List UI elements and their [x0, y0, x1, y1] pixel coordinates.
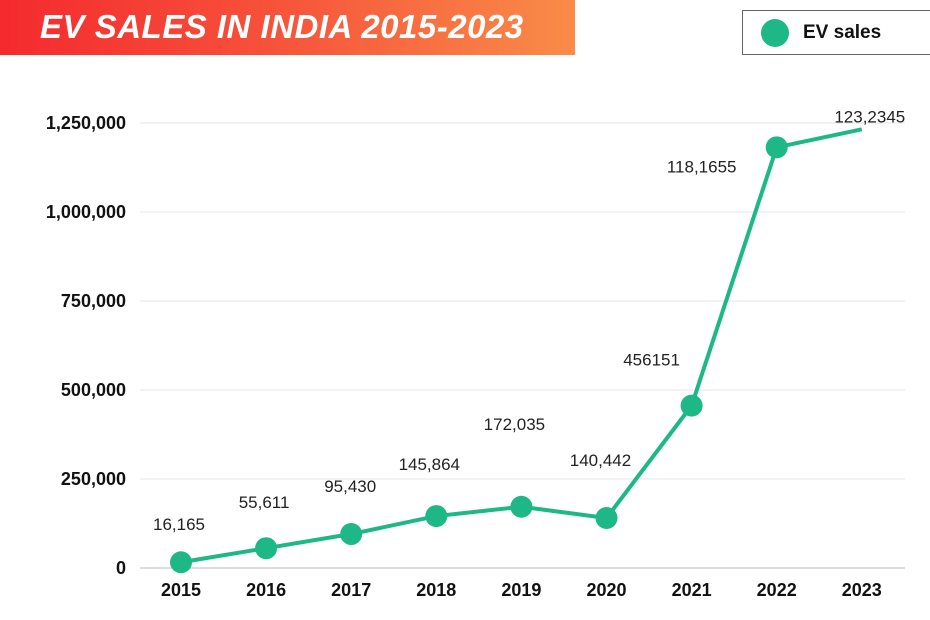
- data-point-marker: [255, 537, 278, 560]
- data-point-marker: [170, 551, 192, 574]
- title-banner: EV SALES IN INDIA 2015-2023: [0, 0, 575, 55]
- y-tick-label: 1,250,000: [46, 113, 126, 133]
- data-point-marker: [680, 394, 703, 417]
- data-label: 140,442: [570, 451, 631, 470]
- x-tick-label: 2021: [672, 580, 712, 600]
- x-tick-label: 2019: [501, 580, 541, 600]
- data-point-marker: [595, 507, 618, 530]
- x-tick-label: 2016: [246, 580, 286, 600]
- data-label: 172,035: [484, 415, 545, 434]
- x-tick-label: 2022: [757, 580, 797, 600]
- data-label: 123,2345: [834, 107, 905, 126]
- y-tick-label: 500,000: [61, 380, 126, 400]
- legend: EV sales: [742, 10, 930, 55]
- data-label: 16,165: [153, 515, 205, 534]
- x-tick-label: 2018: [416, 580, 456, 600]
- data-label: 456151: [623, 351, 680, 370]
- data-label: 95,430: [324, 477, 376, 496]
- chart-title: EV SALES IN INDIA 2015-2023: [40, 8, 524, 45]
- data-point-marker: [765, 136, 788, 159]
- data-point-marker: [425, 505, 448, 528]
- data-label: 145,864: [399, 455, 460, 474]
- data-point-marker: [510, 495, 533, 518]
- x-tick-label: 2020: [586, 580, 626, 600]
- data-label: 118,1655: [667, 157, 737, 176]
- data-label: 55,611: [239, 493, 290, 512]
- y-tick-label: 0: [116, 558, 126, 578]
- legend-label: EV sales: [803, 22, 882, 43]
- x-tick-label: 2023: [842, 580, 882, 600]
- data-point-marker: [340, 523, 363, 546]
- y-tick-label: 1,000,000: [46, 202, 126, 222]
- x-tick-label: 2017: [331, 580, 371, 600]
- y-tick-label: 250,000: [61, 469, 126, 489]
- legend-marker-icon: [761, 19, 789, 47]
- x-tick-label: 2015: [161, 580, 201, 600]
- y-tick-label: 750,000: [61, 291, 126, 311]
